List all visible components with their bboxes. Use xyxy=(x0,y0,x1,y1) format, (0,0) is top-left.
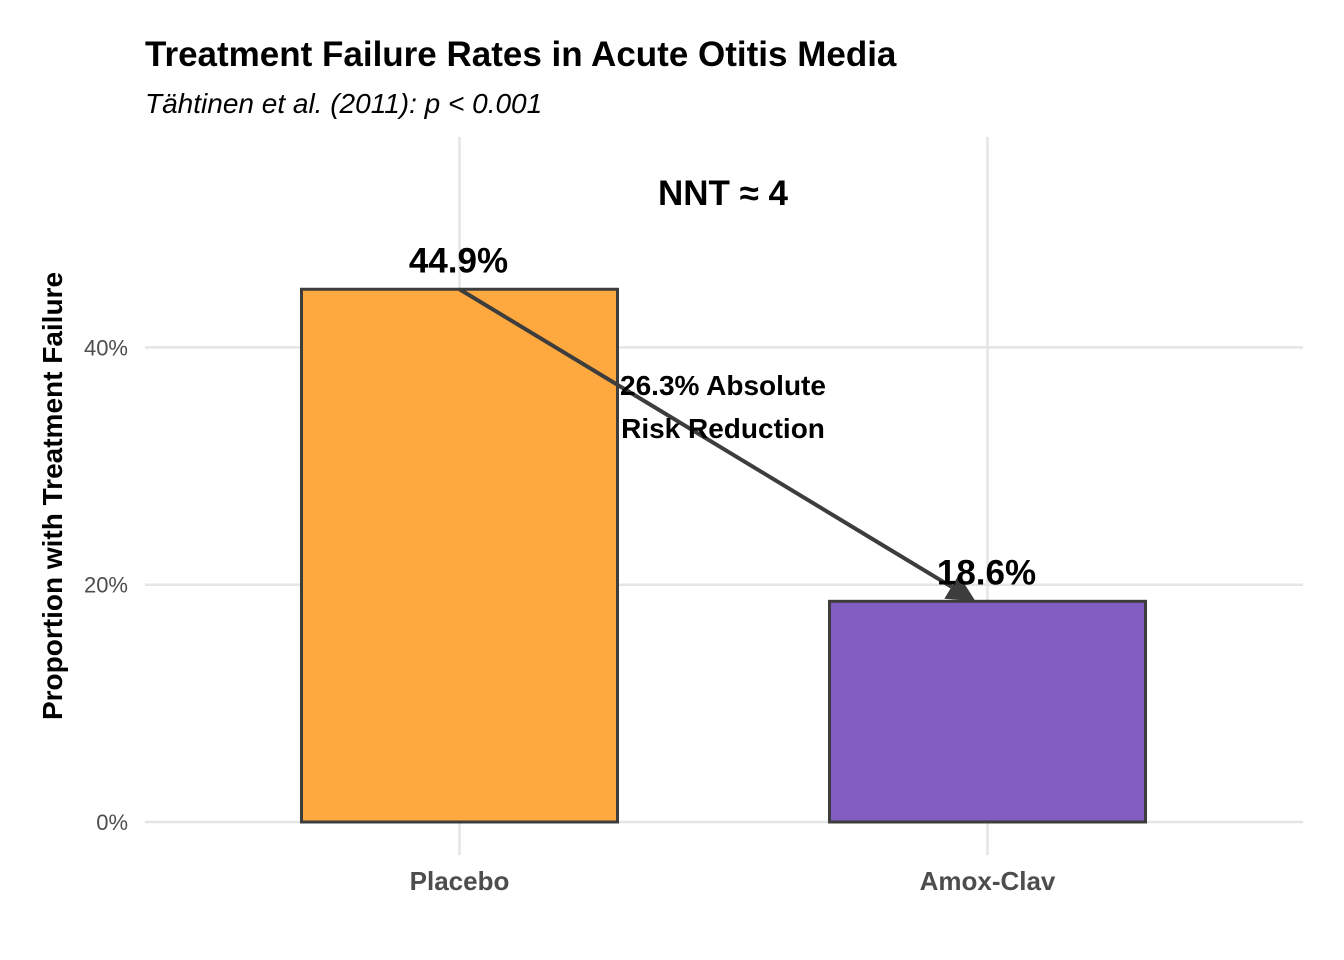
arrow-head xyxy=(944,574,976,602)
chart-title: Treatment Failure Rates in Acute Otitis … xyxy=(145,35,897,74)
chart-subtitle: Tähtinen et al. (2011): p < 0.001 xyxy=(145,88,542,119)
y-axis-title: Proportion with Treatment Failure xyxy=(37,272,68,720)
bar-placebo xyxy=(300,287,619,824)
nnt-annotation: NNT ≈ 4 xyxy=(658,174,789,213)
reduction-annotation-line1: 26.3% Absolute xyxy=(620,370,826,401)
bars xyxy=(300,287,1147,824)
x-tick-label-0: Placebo xyxy=(410,866,510,896)
y-tick-label-1: 20% xyxy=(84,573,128,598)
data-labels: 44.9% 18.6% xyxy=(409,241,1036,592)
x-tick-label-1: Amox-Clav xyxy=(920,866,1056,896)
arrow-shaft xyxy=(458,287,953,589)
data-label-0: 44.9% xyxy=(409,241,508,280)
y-tick-label-2: 40% xyxy=(84,335,128,360)
reduction-annotation-line2: Risk Reduction xyxy=(621,413,825,444)
data-label-1: 18.6% xyxy=(937,553,1036,592)
risk-reduction-arrow xyxy=(458,287,976,602)
y-tick-label-0: 0% xyxy=(96,810,128,835)
tick-labels: Placebo Amox-Clav 0% 20% 40% xyxy=(84,335,1056,896)
bar-amox-clav xyxy=(828,599,1147,824)
